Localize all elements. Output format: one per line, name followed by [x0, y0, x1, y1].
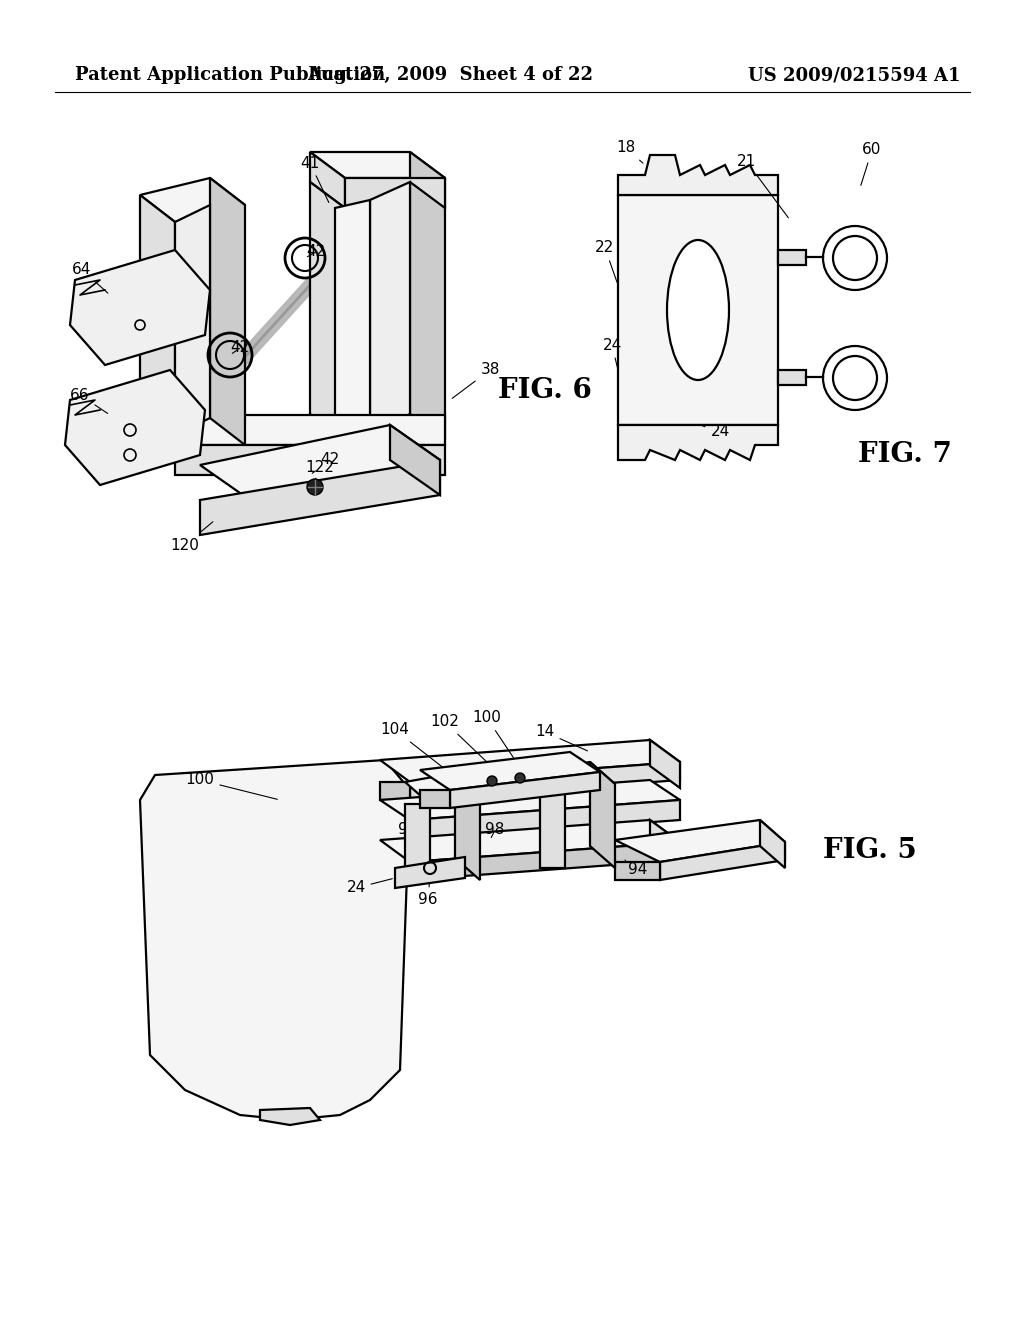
Text: 18: 18 — [616, 140, 643, 164]
Polygon shape — [760, 820, 785, 869]
Text: 122: 122 — [305, 461, 335, 480]
Polygon shape — [310, 182, 345, 440]
Polygon shape — [335, 201, 370, 440]
Polygon shape — [540, 792, 565, 869]
Circle shape — [515, 774, 525, 783]
Polygon shape — [410, 762, 680, 800]
Polygon shape — [260, 1107, 319, 1125]
Text: US 2009/0215594 A1: US 2009/0215594 A1 — [748, 66, 961, 84]
Text: FIG. 6: FIG. 6 — [498, 376, 592, 404]
Text: 42: 42 — [312, 453, 340, 474]
Text: FIG. 5: FIG. 5 — [823, 837, 916, 863]
Polygon shape — [380, 780, 680, 820]
Text: 24: 24 — [346, 879, 392, 895]
Bar — [778, 249, 806, 265]
Ellipse shape — [667, 240, 729, 380]
Polygon shape — [390, 425, 440, 495]
Bar — [618, 195, 778, 425]
Text: 66: 66 — [71, 388, 108, 413]
Polygon shape — [410, 800, 680, 840]
Polygon shape — [660, 842, 785, 880]
Polygon shape — [200, 459, 440, 535]
Polygon shape — [395, 857, 465, 888]
Polygon shape — [540, 762, 615, 792]
Text: 100: 100 — [472, 710, 513, 758]
Polygon shape — [70, 249, 210, 366]
Text: 120: 120 — [171, 521, 213, 553]
Text: 60: 60 — [861, 143, 882, 185]
Text: 100: 100 — [185, 772, 278, 800]
Text: 96: 96 — [418, 878, 437, 908]
Text: 98: 98 — [485, 822, 505, 837]
Polygon shape — [380, 781, 410, 800]
Text: 42: 42 — [230, 341, 250, 355]
Polygon shape — [420, 752, 600, 789]
Polygon shape — [380, 820, 680, 862]
Polygon shape — [345, 178, 445, 209]
Circle shape — [487, 776, 497, 785]
Text: 41: 41 — [300, 156, 329, 202]
Polygon shape — [65, 370, 205, 484]
Circle shape — [307, 479, 323, 495]
Polygon shape — [380, 741, 680, 781]
Text: 102: 102 — [430, 714, 488, 763]
Polygon shape — [310, 152, 445, 178]
Polygon shape — [406, 774, 480, 804]
Polygon shape — [618, 425, 778, 459]
Text: Aug. 27, 2009  Sheet 4 of 22: Aug. 27, 2009 Sheet 4 of 22 — [307, 66, 593, 84]
Text: 104: 104 — [381, 722, 447, 771]
Text: 42: 42 — [306, 244, 326, 260]
Polygon shape — [650, 741, 680, 788]
Text: 21: 21 — [737, 154, 788, 218]
Text: 24: 24 — [602, 338, 622, 367]
Polygon shape — [420, 789, 450, 808]
Polygon shape — [615, 820, 785, 862]
Polygon shape — [455, 774, 480, 880]
Polygon shape — [140, 178, 245, 222]
Polygon shape — [310, 152, 345, 209]
Text: 64: 64 — [73, 263, 108, 293]
Text: 22: 22 — [595, 240, 617, 282]
Polygon shape — [615, 862, 660, 880]
Polygon shape — [175, 205, 210, 436]
Polygon shape — [590, 762, 615, 869]
Polygon shape — [618, 154, 778, 195]
Text: 38: 38 — [453, 363, 500, 399]
Polygon shape — [450, 772, 600, 808]
Text: 24: 24 — [702, 425, 730, 440]
Bar — [778, 370, 806, 385]
Polygon shape — [410, 842, 680, 880]
Text: 94: 94 — [398, 822, 428, 849]
Text: 94: 94 — [625, 861, 648, 878]
Polygon shape — [175, 414, 445, 445]
Polygon shape — [140, 760, 410, 1119]
Polygon shape — [370, 182, 410, 432]
Polygon shape — [210, 178, 245, 445]
Polygon shape — [140, 195, 175, 445]
Text: Patent Application Publication: Patent Application Publication — [75, 66, 385, 84]
Polygon shape — [410, 182, 445, 440]
Text: 14: 14 — [536, 725, 588, 751]
Polygon shape — [650, 820, 680, 869]
Polygon shape — [175, 445, 445, 475]
Text: FIG. 7: FIG. 7 — [858, 441, 952, 469]
Polygon shape — [410, 152, 445, 209]
Polygon shape — [200, 425, 440, 500]
Polygon shape — [406, 804, 430, 880]
